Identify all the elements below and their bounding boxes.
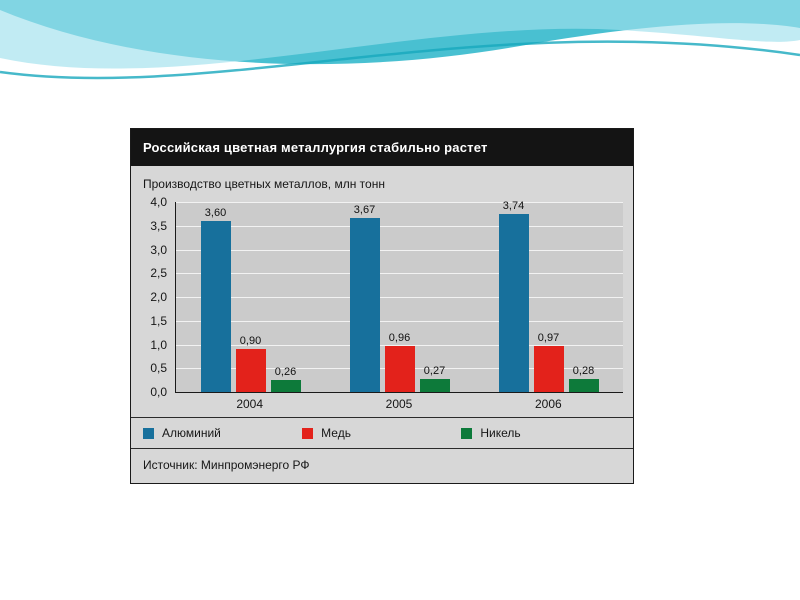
bar-value-label: 0,26: [274, 365, 297, 378]
legend-item: Алюминий: [143, 426, 302, 440]
legend-item: Медь: [302, 426, 461, 440]
bar-column: 0,90: [235, 335, 266, 392]
bar-group: 3,74 0,97 0,28: [474, 200, 623, 392]
plot-area: 3,60 0,90 0,26 3,67 0,96 0,27 3,74 0,97 0,28: [175, 200, 623, 393]
chart-title: Российская цветная металлургия стабильно…: [131, 129, 633, 166]
bar-column: 0,27: [419, 365, 450, 392]
y-tick-label: 3,0: [150, 242, 167, 257]
chart-panel: Российская цветная металлургия стабильно…: [130, 128, 634, 484]
y-tick-label: 1,0: [150, 337, 167, 352]
legend-swatch: [143, 427, 154, 439]
plot-wrap: 4,0 3,5 3,0 2,5 2,0 1,5 1,0 0,5 0,0 3,60 0,90 0,26…: [139, 195, 623, 399]
y-tick-label: 2,5: [150, 266, 167, 281]
wave-band-light: [0, 0, 800, 69]
legend-label: Медь: [321, 426, 351, 440]
legend-item: Никель: [461, 426, 620, 440]
legend-label: Никель: [480, 426, 521, 440]
bar-value-label: 3,74: [502, 200, 525, 213]
y-tick-label: 3,5: [150, 218, 167, 233]
bar-column: 0,96: [384, 332, 415, 392]
bar: [384, 346, 415, 392]
bar-groups: 3,60 0,90 0,26 3,67 0,96 0,27 3,74 0,97 0,28: [176, 200, 623, 392]
bar-column: 0,28: [568, 364, 599, 392]
bar-group: 3,67 0,96 0,27: [325, 202, 474, 392]
x-tick-label: 2006: [534, 397, 562, 411]
bar-group: 3,60 0,90 0,26: [176, 202, 325, 392]
legend-label: Алюминий: [162, 426, 221, 440]
y-tick-label: 2,0: [150, 290, 167, 304]
y-tick-label: 0,0: [150, 385, 167, 399]
bar-column: 3,74: [498, 200, 529, 392]
legend: Алюминий Медь Никель: [131, 417, 633, 449]
gridline: [176, 225, 623, 227]
bar: [498, 214, 529, 392]
bar: [200, 221, 231, 392]
bar: [419, 379, 450, 392]
bar-value-label: 3,67: [353, 203, 376, 216]
gridline: [176, 297, 623, 298]
bar-value-label: 0,96: [388, 332, 411, 345]
y-tick-label: 0,5: [150, 361, 167, 376]
bar-column: 0,26: [270, 365, 301, 392]
bar-value-label: 0,27: [423, 365, 446, 378]
bar: [533, 345, 564, 392]
bar: [270, 379, 301, 392]
legend-swatch: [461, 427, 473, 439]
bar: [568, 378, 599, 392]
wave-line: [0, 40, 800, 80]
bar-value-label: 0,90: [239, 335, 262, 348]
source-note: Источник: Минпромэнерго РФ: [143, 458, 310, 472]
bar-column: 3,60: [200, 207, 231, 392]
bar-value-label: 0,28: [572, 364, 595, 377]
chart-subtitle: Производство цветных металлов, млн тонн: [143, 177, 385, 191]
bar-value-label: 3,60: [204, 207, 227, 219]
x-tick-label: 2004: [236, 397, 264, 411]
legend-swatch: [302, 427, 314, 439]
decorative-waves: [0, 0, 800, 80]
bar-column: 0,97: [533, 331, 564, 392]
gridline: [176, 320, 623, 322]
x-axis: 2004 2005 2006: [175, 393, 623, 417]
gridline: [176, 249, 623, 251]
bar: [349, 217, 380, 392]
gridline: [176, 344, 623, 346]
bar: [235, 349, 266, 392]
gridline: [176, 273, 623, 275]
gridline: [176, 202, 623, 203]
bar-value-label: 0,97: [537, 331, 560, 344]
x-tick-label: 2005: [385, 397, 413, 411]
bar-column: 3,67: [349, 203, 380, 392]
y-tick-label: 1,5: [150, 313, 167, 328]
y-axis: 4,0 3,5 3,0 2,5 2,0 1,5 1,0 0,5 0,0: [139, 195, 169, 399]
y-tick-label: 4,0: [150, 195, 167, 209]
